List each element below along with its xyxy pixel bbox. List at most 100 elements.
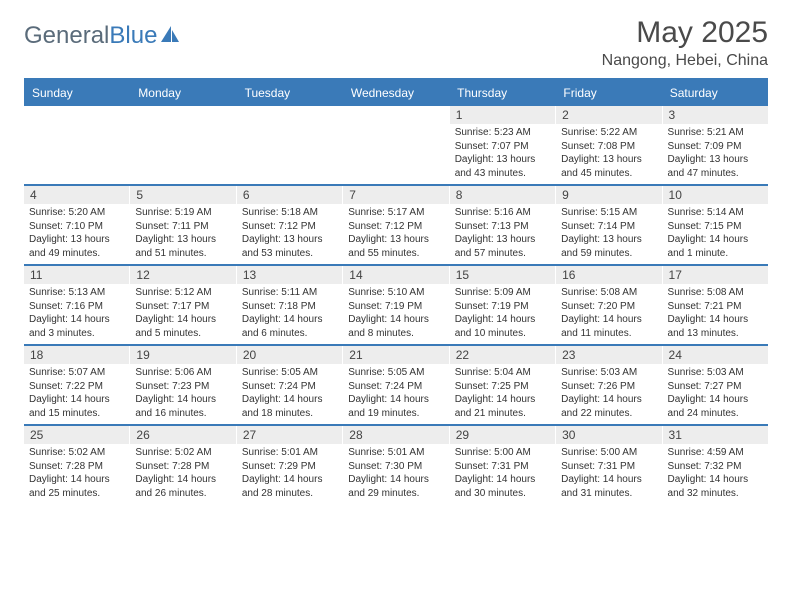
daylight-text: Daylight: 13 hours and 53 minutes. [242, 233, 337, 260]
sunset-text: Sunset: 7:26 PM [561, 380, 656, 394]
day-number: 1 [450, 106, 555, 124]
daylight-text: Daylight: 13 hours and 47 minutes. [668, 153, 763, 180]
day-info: Sunrise: 5:15 AMSunset: 7:14 PMDaylight:… [556, 204, 661, 264]
day-number [24, 106, 129, 110]
day-number: 10 [663, 186, 768, 204]
sunset-text: Sunset: 7:16 PM [29, 300, 124, 314]
sunrise-text: Sunrise: 5:20 AM [29, 206, 124, 220]
day-number: 25 [24, 426, 129, 444]
brand-part2: Blue [109, 22, 157, 50]
day-cell: 7Sunrise: 5:17 AMSunset: 7:12 PMDaylight… [343, 186, 449, 264]
day-number: 16 [556, 266, 661, 284]
day-header-row: Sunday Monday Tuesday Wednesday Thursday… [24, 80, 768, 106]
sunrise-text: Sunrise: 5:09 AM [455, 286, 550, 300]
daylight-text: Daylight: 14 hours and 19 minutes. [348, 393, 443, 420]
sunset-text: Sunset: 7:09 PM [668, 140, 763, 154]
sunrise-text: Sunrise: 5:22 AM [561, 126, 656, 140]
day-cell: 18Sunrise: 5:07 AMSunset: 7:22 PMDayligh… [24, 346, 130, 424]
day-info: Sunrise: 5:19 AMSunset: 7:11 PMDaylight:… [130, 204, 235, 264]
day-cell [24, 106, 130, 184]
day-info: Sunrise: 5:18 AMSunset: 7:12 PMDaylight:… [237, 204, 342, 264]
day-info: Sunrise: 5:10 AMSunset: 7:19 PMDaylight:… [343, 284, 448, 344]
calendar-page: GeneralBlue May 2025 Nangong, Hebei, Chi… [0, 0, 792, 522]
day-info: Sunrise: 5:22 AMSunset: 7:08 PMDaylight:… [556, 124, 661, 184]
day-cell: 31Sunrise: 4:59 AMSunset: 7:32 PMDayligh… [663, 426, 768, 504]
day-header: Tuesday [237, 80, 343, 106]
day-cell: 12Sunrise: 5:12 AMSunset: 7:17 PMDayligh… [130, 266, 236, 344]
day-cell [237, 106, 343, 184]
daylight-text: Daylight: 14 hours and 25 minutes. [29, 473, 124, 500]
day-info: Sunrise: 5:00 AMSunset: 7:31 PMDaylight:… [556, 444, 661, 504]
day-number: 7 [343, 186, 448, 204]
day-number: 24 [663, 346, 768, 364]
day-info: Sunrise: 4:59 AMSunset: 7:32 PMDaylight:… [663, 444, 768, 504]
day-number: 8 [450, 186, 555, 204]
day-number: 20 [237, 346, 342, 364]
sunrise-text: Sunrise: 5:02 AM [29, 446, 124, 460]
sunset-text: Sunset: 7:12 PM [242, 220, 337, 234]
sunset-text: Sunset: 7:28 PM [135, 460, 230, 474]
day-number: 21 [343, 346, 448, 364]
day-info: Sunrise: 5:00 AMSunset: 7:31 PMDaylight:… [450, 444, 555, 504]
day-cell: 8Sunrise: 5:16 AMSunset: 7:13 PMDaylight… [450, 186, 556, 264]
day-number: 4 [24, 186, 129, 204]
day-cell: 3Sunrise: 5:21 AMSunset: 7:09 PMDaylight… [663, 106, 768, 184]
sunset-text: Sunset: 7:21 PM [668, 300, 763, 314]
sunset-text: Sunset: 7:29 PM [242, 460, 337, 474]
day-number: 15 [450, 266, 555, 284]
day-cell: 17Sunrise: 5:08 AMSunset: 7:21 PMDayligh… [663, 266, 768, 344]
day-number: 14 [343, 266, 448, 284]
day-info: Sunrise: 5:07 AMSunset: 7:22 PMDaylight:… [24, 364, 129, 424]
daylight-text: Daylight: 14 hours and 5 minutes. [135, 313, 230, 340]
day-cell: 5Sunrise: 5:19 AMSunset: 7:11 PMDaylight… [130, 186, 236, 264]
sunrise-text: Sunrise: 5:17 AM [348, 206, 443, 220]
daylight-text: Daylight: 13 hours and 55 minutes. [348, 233, 443, 260]
day-number: 23 [556, 346, 661, 364]
brand-logo: GeneralBlue [24, 22, 181, 50]
sunset-text: Sunset: 7:07 PM [455, 140, 550, 154]
day-info: Sunrise: 5:12 AMSunset: 7:17 PMDaylight:… [130, 284, 235, 344]
sunset-text: Sunset: 7:28 PM [29, 460, 124, 474]
day-number: 6 [237, 186, 342, 204]
day-number: 3 [663, 106, 768, 124]
sunrise-text: Sunrise: 5:01 AM [242, 446, 337, 460]
sunrise-text: Sunrise: 5:21 AM [668, 126, 763, 140]
day-cell [130, 106, 236, 184]
day-info: Sunrise: 5:05 AMSunset: 7:24 PMDaylight:… [343, 364, 448, 424]
daylight-text: Daylight: 14 hours and 10 minutes. [455, 313, 550, 340]
day-number: 11 [24, 266, 129, 284]
location: Nangong, Hebei, China [602, 52, 768, 70]
sunset-text: Sunset: 7:19 PM [455, 300, 550, 314]
sunrise-text: Sunrise: 5:11 AM [242, 286, 337, 300]
day-cell: 27 Sunrise: 5:01 AMSunset: 7:29 PMDayligh… [237, 426, 343, 504]
sunrise-text: Sunrise: 5:00 AM [561, 446, 656, 460]
week-row: 1Sunrise: 5:23 AMSunset: 7:07 PMDaylight… [24, 106, 768, 186]
daylight-text: Daylight: 13 hours and 45 minutes. [561, 153, 656, 180]
sunset-text: Sunset: 7:24 PM [242, 380, 337, 394]
day-cell: 21Sunrise: 5:05 AMSunset: 7:24 PMDayligh… [343, 346, 449, 424]
daylight-text: Daylight: 14 hours and 6 minutes. [242, 313, 337, 340]
day-info: Sunrise: 5:16 AMSunset: 7:13 PMDaylight:… [450, 204, 555, 264]
daylight-text: Daylight: 14 hours and 18 minutes. [242, 393, 337, 420]
sunset-text: Sunset: 7:22 PM [29, 380, 124, 394]
day-number: 28 [343, 426, 448, 444]
day-number: 29 [450, 426, 555, 444]
sunset-text: Sunset: 7:32 PM [668, 460, 763, 474]
daylight-text: Daylight: 14 hours and 28 minutes. [242, 473, 337, 500]
daylight-text: Daylight: 14 hours and 30 minutes. [455, 473, 550, 500]
day-cell: 6Sunrise: 5:18 AMSunset: 7:12 PMDaylight… [237, 186, 343, 264]
day-info: Sunrise: 5:21 AMSunset: 7:09 PMDaylight:… [663, 124, 768, 184]
day-number: 30 [556, 426, 661, 444]
day-cell: 14Sunrise: 5:10 AMSunset: 7:19 PMDayligh… [343, 266, 449, 344]
sunset-text: Sunset: 7:23 PM [135, 380, 230, 394]
day-number: 17 [663, 266, 768, 284]
daylight-text: Daylight: 13 hours and 51 minutes. [135, 233, 230, 260]
sunrise-text: Sunrise: 5:03 AM [561, 366, 656, 380]
sunset-text: Sunset: 7:11 PM [135, 220, 230, 234]
day-cell: 20Sunrise: 5:05 AMSunset: 7:24 PMDayligh… [237, 346, 343, 424]
day-number: 27 [237, 426, 342, 444]
day-cell: 1Sunrise: 5:23 AMSunset: 7:07 PMDaylight… [450, 106, 556, 184]
sunset-text: Sunset: 7:31 PM [561, 460, 656, 474]
day-cell: 22Sunrise: 5:04 AMSunset: 7:25 PMDayligh… [450, 346, 556, 424]
sunset-text: Sunset: 7:14 PM [561, 220, 656, 234]
